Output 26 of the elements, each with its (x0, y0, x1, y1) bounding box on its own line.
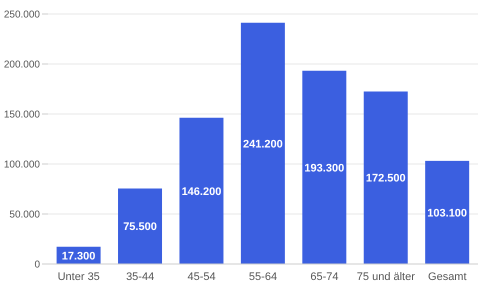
y-tick-label: 150.000 (4, 110, 40, 121)
data-label: 17.300 (62, 250, 96, 262)
data-label: 146.200 (182, 186, 222, 198)
x-tick-label: 35-44 (126, 270, 154, 283)
y-tick-label: 100.000 (4, 160, 40, 171)
data-label: 75.500 (123, 221, 157, 234)
data-label: 193.300 (304, 162, 344, 174)
bar (118, 188, 162, 264)
y-tick-label: 200.000 (4, 60, 40, 71)
y-tick-label: 50.000 (9, 210, 40, 221)
bar (425, 160, 470, 264)
y-tick-label: 0 (34, 260, 40, 271)
bar (179, 118, 224, 264)
x-tick-label: Gesamt (428, 270, 467, 283)
x-tick-label: 45-54 (188, 270, 216, 283)
x-tick-label: 65-74 (310, 270, 338, 283)
bar (302, 70, 346, 264)
data-label: 103.100 (427, 207, 468, 220)
data-label: 172.500 (366, 172, 406, 185)
y-tick-label: 250.000 (4, 10, 40, 21)
bar (364, 92, 408, 264)
bar (240, 22, 285, 264)
x-tick-label: 55-64 (248, 270, 278, 283)
x-tick-label: Unter 35 (58, 270, 100, 283)
x-tick-label: 75 und älter (356, 270, 416, 283)
data-label: 241.200 (243, 138, 283, 150)
